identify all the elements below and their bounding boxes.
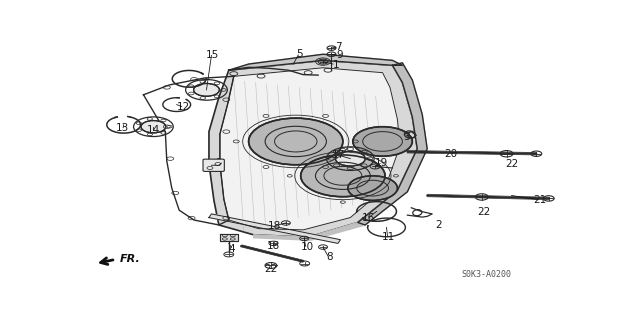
Polygon shape [209, 60, 417, 237]
Text: 22: 22 [264, 264, 278, 274]
Text: 3: 3 [403, 131, 410, 142]
Text: 9: 9 [337, 50, 343, 61]
Text: 6: 6 [214, 158, 221, 168]
FancyBboxPatch shape [203, 159, 225, 171]
Text: 12: 12 [177, 102, 190, 112]
Text: 22: 22 [505, 159, 518, 168]
Text: 2: 2 [435, 220, 442, 230]
Text: 1: 1 [333, 60, 339, 70]
Text: FR.: FR. [120, 254, 140, 264]
Text: 21: 21 [533, 195, 547, 205]
Text: 20: 20 [444, 149, 458, 159]
Circle shape [248, 118, 343, 165]
Circle shape [335, 151, 365, 166]
Text: 11: 11 [382, 232, 395, 242]
Circle shape [301, 155, 385, 197]
Text: 18: 18 [267, 241, 280, 251]
Text: 18: 18 [268, 221, 282, 231]
Circle shape [141, 121, 166, 133]
Text: 15: 15 [206, 50, 220, 60]
Polygon shape [220, 234, 237, 241]
Text: 4: 4 [228, 244, 235, 254]
Text: 13: 13 [116, 123, 129, 133]
Text: 8: 8 [326, 252, 333, 263]
Text: 22: 22 [477, 207, 491, 217]
Circle shape [348, 176, 397, 200]
Text: 16: 16 [362, 213, 375, 223]
Text: S0K3-A0200: S0K3-A0200 [461, 270, 512, 279]
Text: 5: 5 [296, 49, 303, 59]
Polygon shape [209, 214, 340, 243]
Circle shape [353, 127, 412, 156]
Polygon shape [229, 54, 403, 70]
Text: 17: 17 [332, 151, 346, 160]
Polygon shape [220, 68, 400, 230]
Text: 14: 14 [147, 125, 161, 135]
Circle shape [193, 84, 220, 96]
Text: 19: 19 [375, 158, 388, 168]
Polygon shape [253, 223, 365, 240]
Polygon shape [358, 63, 428, 225]
Text: 7: 7 [335, 42, 342, 52]
Text: 10: 10 [301, 242, 314, 252]
